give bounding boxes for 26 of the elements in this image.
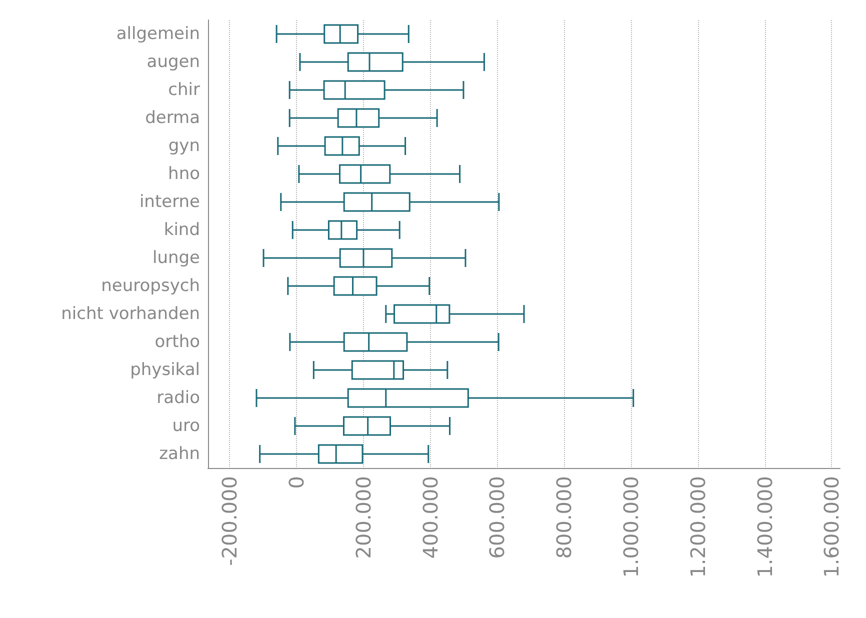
y-tick-label: zahn xyxy=(159,444,200,464)
x-tick-label: 1.000.000 xyxy=(619,476,644,578)
x-tick-label: -200.000 xyxy=(218,476,242,566)
x-tick-label: 400.000 xyxy=(418,476,442,559)
y-tick-label: neuropsych xyxy=(101,276,200,296)
y-tick-label: kind xyxy=(164,220,200,240)
x-tick-label: 800.000 xyxy=(552,476,576,559)
y-tick-label: radio xyxy=(156,388,200,408)
y-tick-label: ortho xyxy=(154,332,200,352)
y-tick-label: nicht vorhanden xyxy=(61,304,200,324)
x-tick-label: 1.400.000 xyxy=(752,476,777,578)
y-tick-label: uro xyxy=(172,416,200,436)
y-tick-label: chir xyxy=(168,80,200,100)
x-tick-label: 200.000 xyxy=(351,476,376,559)
y-tick-label: interne xyxy=(139,192,200,212)
x-tick-label: 1.600.000 xyxy=(820,476,844,578)
y-tick-label: physikal xyxy=(130,360,200,380)
y-tick-label: augen xyxy=(146,52,200,72)
x-tick-label: 600.000 xyxy=(485,476,510,559)
y-tick-label: allgemein xyxy=(116,24,200,44)
y-tick-label: derma xyxy=(145,108,200,128)
y-tick-label: hno xyxy=(168,164,200,184)
y-tick-label: gyn xyxy=(168,136,200,156)
x-tick-label: 1.200.000 xyxy=(686,476,710,578)
y-tick-label: lunge xyxy=(152,248,200,268)
x-tick-label: 0 xyxy=(284,476,309,489)
